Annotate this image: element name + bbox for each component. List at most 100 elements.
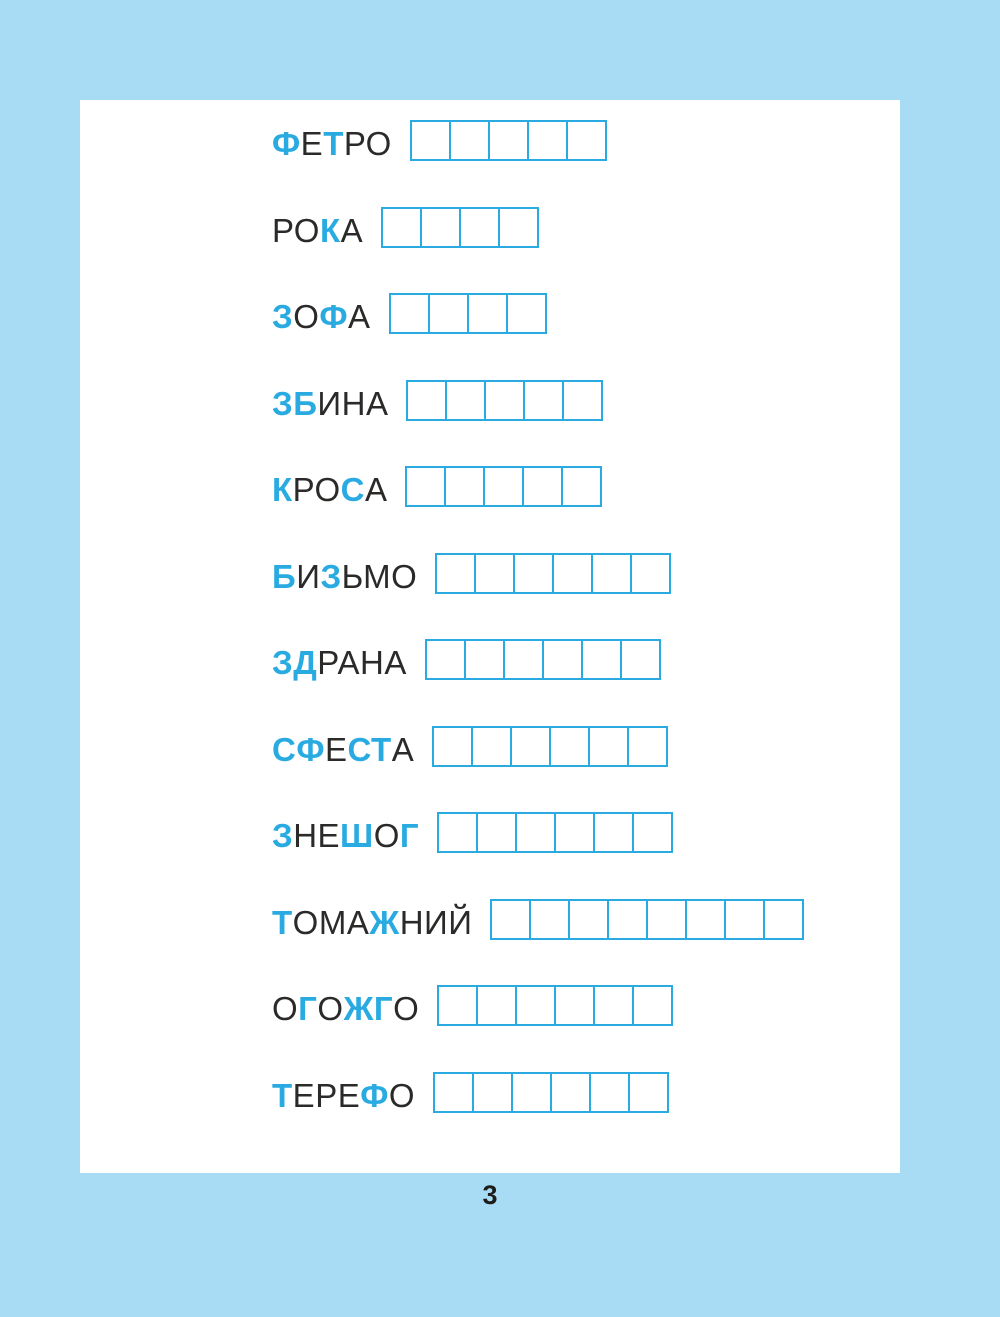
puzzle-row: ЗНЕШОГ [272,812,804,853]
answer-cell[interactable] [526,120,568,161]
letter: Н [360,644,385,681]
answer-cell[interactable] [628,1071,670,1113]
answer-cell[interactable] [511,1071,553,1113]
answer-cell[interactable] [502,639,544,680]
answer-cell[interactable] [515,812,557,853]
answer-cell[interactable] [432,725,474,767]
answer-cell[interactable] [619,639,661,680]
answer-cell[interactable] [484,379,526,421]
answer-cell[interactable] [554,812,596,853]
answer-cell[interactable] [435,552,477,594]
answer-cell[interactable] [409,120,451,161]
answer-cell[interactable] [490,898,532,940]
answer-cell[interactable] [541,639,583,680]
answer-cell[interactable] [523,379,565,421]
answer-cell[interactable] [510,725,552,767]
answer-cell[interactable] [448,120,490,161]
letter: М [318,903,347,941]
answer-cell[interactable] [554,985,596,1026]
answer-cell[interactable] [591,552,633,594]
answer-cell[interactable] [562,379,604,421]
answer-cell[interactable] [724,898,766,940]
answer-cell[interactable] [459,206,501,248]
puzzle-row: СФЕСТА [272,725,804,767]
answer-cell[interactable] [405,466,447,507]
answer-boxes [388,293,547,334]
answer-cell[interactable] [630,552,672,594]
letter: Е [337,1076,361,1114]
answer-boxes [490,898,805,940]
letter: М [363,557,392,595]
letter: О [293,211,320,249]
answer-boxes [437,985,674,1026]
answer-cell[interactable] [646,898,688,940]
answer-cell[interactable] [522,466,564,507]
letter: А [340,211,364,249]
answer-boxes [435,552,672,594]
answer-cell[interactable] [513,552,555,594]
answer-cell[interactable] [406,379,448,421]
answer-cell[interactable] [593,985,635,1026]
highlighted-letter: К [319,211,341,249]
answer-cell[interactable] [568,898,610,940]
answer-cell[interactable] [589,1071,631,1113]
answer-cell[interactable] [427,293,469,334]
answer-cell[interactable] [437,812,479,853]
answer-cell[interactable] [472,1071,514,1113]
answer-cell[interactable] [498,206,540,248]
answer-cell[interactable] [476,812,518,853]
answer-cell[interactable] [593,812,635,853]
answer-cell[interactable] [444,466,486,507]
letter: Ь [341,557,364,595]
answer-cell[interactable] [437,985,479,1026]
answer-cell[interactable] [515,985,557,1026]
letter: А [384,644,407,681]
answer-cell[interactable] [561,466,603,507]
answer-cell[interactable] [471,725,513,767]
scrambled-word: ЗБИНА [272,387,388,420]
answer-cell[interactable] [565,120,607,161]
highlighted-letter: Т [323,125,344,162]
scrambled-word: СФЕСТА [272,733,414,766]
scrambled-word: РОКА [272,214,363,247]
letter: О [365,125,392,162]
answer-cell[interactable] [685,898,727,940]
answer-cell[interactable] [420,206,462,248]
letter: И [317,384,342,422]
highlighted-letter: Д [293,644,318,681]
letter: Р [315,1076,338,1114]
highlighted-letter: З [272,644,294,681]
letter: И [424,903,449,941]
letter: А [391,730,415,768]
letter: А [364,471,388,508]
letter: А [348,298,371,335]
answer-cell[interactable] [763,898,805,940]
highlighted-letter: Ф [296,730,326,768]
answer-cell[interactable] [424,639,466,680]
answer-cell[interactable] [463,639,505,680]
answer-cell[interactable] [580,639,622,680]
answer-cell[interactable] [433,1071,475,1113]
answer-cell[interactable] [632,812,674,853]
answer-cell[interactable] [476,985,518,1026]
answer-cell[interactable] [552,552,594,594]
answer-cell[interactable] [627,725,669,767]
answer-cell[interactable] [607,898,649,940]
answer-cell[interactable] [445,379,487,421]
answer-cell[interactable] [632,985,674,1026]
puzzle-rows: ФЕТРО РОКА ЗОФА ЗБИНА КРОСА БИЗЬМО ЗДРАНА СФЕСТ… [272,120,805,1159]
answer-cell[interactable] [487,120,529,161]
answer-cell[interactable] [388,293,430,334]
answer-cell[interactable] [550,1071,592,1113]
answer-cell[interactable] [483,466,525,507]
highlighted-letter: З [272,298,294,335]
answer-cell[interactable] [381,206,423,248]
answer-cell[interactable] [549,725,591,767]
answer-cell[interactable] [505,293,547,334]
answer-cell[interactable] [588,725,630,767]
answer-cell[interactable] [529,898,571,940]
answer-cell[interactable] [466,293,508,334]
highlighted-letter: З [320,557,342,595]
answer-cell[interactable] [474,552,516,594]
letter: Р [292,471,315,508]
